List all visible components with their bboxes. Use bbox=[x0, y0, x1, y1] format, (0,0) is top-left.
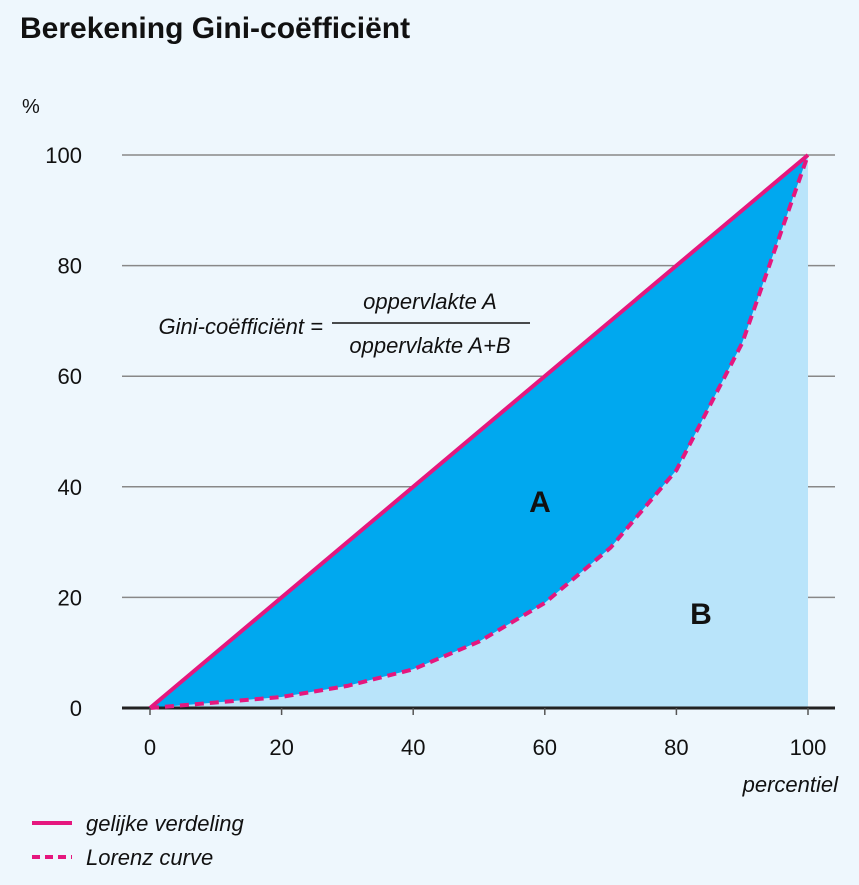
y-tick-label: 20 bbox=[58, 585, 82, 610]
y-tick-label: 100 bbox=[45, 143, 82, 168]
y-axis-label: % bbox=[22, 96, 40, 118]
area-a-label: A bbox=[529, 486, 551, 519]
equal-distribution-line bbox=[148, 153, 810, 710]
lorenz-curve-line bbox=[149, 154, 810, 710]
x-tick-label: 100 bbox=[790, 735, 827, 760]
formula-numerator: oppervlakte A bbox=[363, 289, 497, 314]
formula-denominator: oppervlakte A+B bbox=[349, 333, 510, 358]
x-tick-label: 0 bbox=[144, 735, 156, 760]
x-tick-label: 20 bbox=[269, 735, 293, 760]
legend: gelijke verdeling Lorenz curve bbox=[32, 811, 245, 870]
y-tick-label: 60 bbox=[58, 364, 82, 389]
chart-title: Berekening Gini-coëfficiënt bbox=[20, 12, 410, 45]
formula-lhs: Gini-coëfficiënt = bbox=[159, 314, 324, 339]
x-tick-label: 60 bbox=[533, 735, 557, 760]
y-tick-label: 0 bbox=[70, 696, 82, 721]
gini-formula: Gini-coëfficiënt = oppervlakte A oppervl… bbox=[159, 289, 530, 358]
legend-label-lorenz: Lorenz curve bbox=[86, 845, 213, 870]
area-b bbox=[150, 155, 808, 708]
y-tick-label: 80 bbox=[58, 254, 82, 279]
y-tick-label: 40 bbox=[58, 475, 82, 500]
x-axis-label: percentiel bbox=[742, 772, 840, 797]
area-b-label: B bbox=[690, 598, 712, 631]
x-tick-label: 80 bbox=[664, 735, 688, 760]
legend-label-equal: gelijke verdeling bbox=[86, 811, 245, 836]
x-tick-label: 40 bbox=[401, 735, 425, 760]
